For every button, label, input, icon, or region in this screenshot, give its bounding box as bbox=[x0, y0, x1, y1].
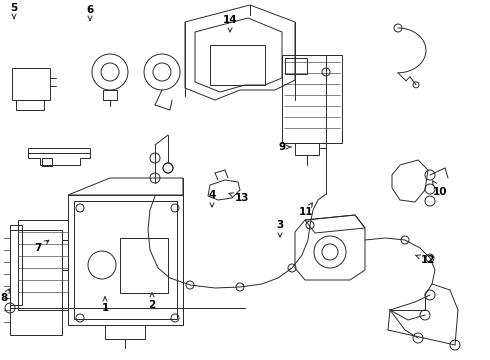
Bar bbox=[74, 201, 177, 319]
Text: 12: 12 bbox=[416, 255, 435, 265]
Bar bbox=[120, 238, 168, 293]
Text: 6: 6 bbox=[86, 5, 94, 21]
Bar bbox=[295, 143, 319, 155]
Bar bbox=[68, 195, 183, 325]
Bar bbox=[103, 90, 117, 100]
Text: 1: 1 bbox=[101, 297, 109, 313]
Text: 14: 14 bbox=[222, 15, 237, 32]
Text: 11: 11 bbox=[299, 203, 313, 217]
Text: 7: 7 bbox=[34, 240, 49, 253]
Text: 8: 8 bbox=[0, 289, 9, 303]
Bar bbox=[105, 325, 145, 339]
Bar bbox=[18, 220, 68, 310]
Bar bbox=[42, 158, 52, 166]
Text: 3: 3 bbox=[276, 220, 284, 237]
Bar bbox=[210, 45, 265, 85]
Text: 4: 4 bbox=[208, 190, 216, 207]
Bar bbox=[10, 230, 62, 335]
Text: 9: 9 bbox=[278, 142, 291, 152]
Text: 13: 13 bbox=[229, 193, 249, 203]
Text: 10: 10 bbox=[433, 181, 447, 197]
Bar bbox=[16, 100, 44, 110]
Bar bbox=[12, 68, 50, 100]
Bar bbox=[285, 58, 307, 74]
Bar bbox=[10, 225, 22, 305]
Text: 5: 5 bbox=[10, 3, 18, 19]
Text: 2: 2 bbox=[148, 293, 156, 310]
Bar bbox=[282, 55, 342, 143]
